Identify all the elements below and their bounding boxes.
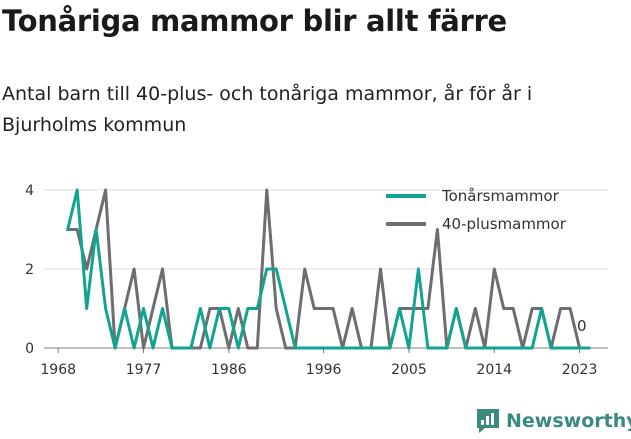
y-tick-label: 4	[25, 183, 34, 199]
series-lines	[66, 188, 591, 350]
y-tick-label: 2	[25, 262, 34, 278]
end-value-label: 0	[577, 317, 587, 335]
x-tick-label: 2014	[476, 362, 512, 378]
x-tick-label: 1968	[40, 362, 76, 378]
series-line-tonarsmammor	[66, 188, 591, 350]
legend-label: 40-plusmammor	[442, 215, 567, 233]
chart-title: Tonåriga mammor blir allt färre	[2, 4, 507, 38]
y-tick-label: 0	[25, 341, 34, 357]
legend-label: Tonårsmammor	[441, 187, 560, 205]
legend: Tonårsmammor 40-plusmammor	[386, 187, 567, 233]
chart-subtitle: Antal barn till 40-plus- och tonåriga ma…	[2, 83, 533, 136]
axes: 0 2 4 1968 1977 1986 1996 2005 2014 2023	[25, 183, 597, 378]
x-tick-label: 1986	[211, 362, 247, 378]
series-line-40-plusmammor	[66, 188, 591, 350]
x-tick-label: 1977	[126, 362, 162, 378]
x-tick-label: 1996	[306, 362, 342, 378]
x-tick-label: 2023	[562, 362, 598, 378]
x-tick-label: 2005	[391, 362, 427, 378]
brand-logo: Newsworthy	[476, 408, 631, 434]
newsworthy-logo-icon	[477, 409, 499, 433]
brand-name: Newsworthy	[506, 410, 631, 432]
